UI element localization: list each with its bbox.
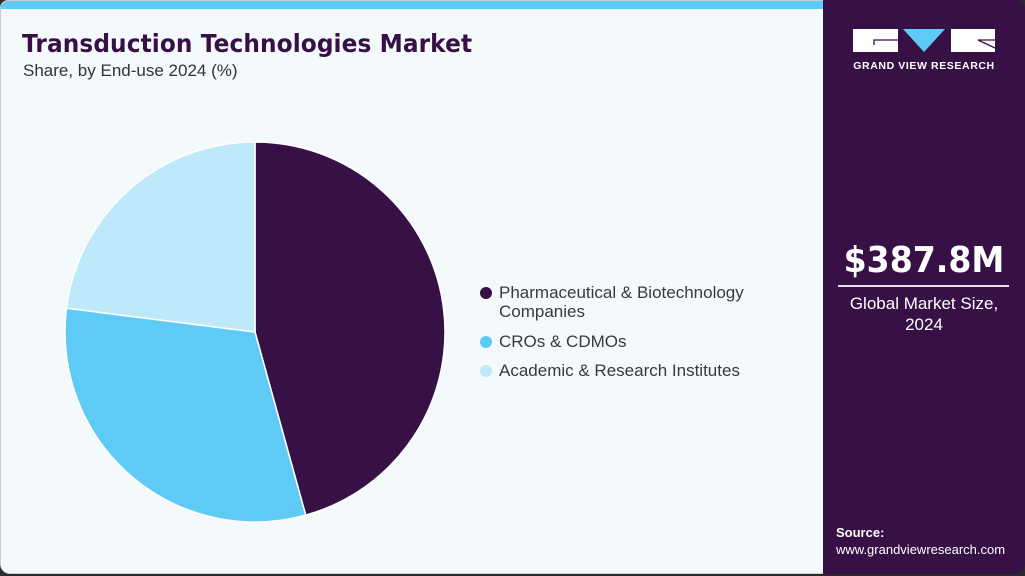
legend-dot-icon <box>480 287 492 299</box>
legend-dot-icon <box>480 365 492 377</box>
chart-subtitle: Share, by End-use 2024 (%) <box>23 61 238 80</box>
gvr-logo-icon <box>853 29 995 52</box>
source-label: Source: <box>836 525 885 540</box>
chart-title: Transduction Technologies Market <box>22 29 473 58</box>
top-accent-stripe <box>1 1 823 9</box>
pie-slice-pharma <box>254 141 446 516</box>
legend-label-cont: Companies <box>499 302 585 321</box>
legend-label: Pharmaceutical & Biotechnology <box>499 283 744 302</box>
source-link[interactable]: www.grandviewresearch.com <box>836 542 1006 557</box>
legend-item-pharma: Pharmaceutical & Biotechnology Companies <box>480 283 799 321</box>
pie-slice-cros <box>64 307 307 523</box>
pie-chart <box>64 141 446 523</box>
market-size-caption: Global Market Size, 2024 <box>823 293 1025 335</box>
chart-card: Transduction Technologies Market Share, … <box>0 0 823 574</box>
brand-name: GRAND VIEW RESEARCH <box>853 60 995 72</box>
pie-slice-academic <box>65 141 256 333</box>
legend-label: Academic & Research Institutes <box>499 361 740 380</box>
caption-line-2: 2024 <box>905 315 943 334</box>
divider <box>838 285 1009 287</box>
side-panel: GRAND VIEW RESEARCH $387.8M Global Marke… <box>823 0 1025 574</box>
legend-item-cros: CROs & CDMOs <box>480 332 799 351</box>
chart-legend: Pharmaceutical & Biotechnology Companies… <box>480 283 799 380</box>
legend-item-academic: Academic & Research Institutes <box>480 361 799 380</box>
legend-label: CROs & CDMOs <box>499 332 627 351</box>
market-size-value: $387.8M <box>843 240 1005 281</box>
legend-dot-icon <box>480 336 492 348</box>
caption-line-1: Global Market Size, <box>849 294 999 313</box>
